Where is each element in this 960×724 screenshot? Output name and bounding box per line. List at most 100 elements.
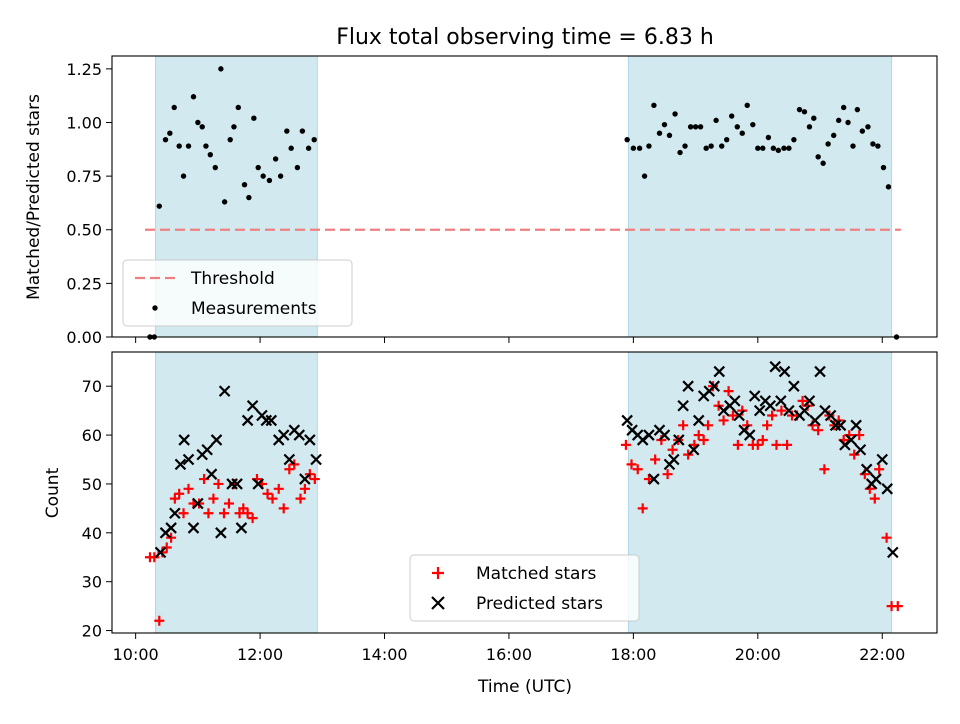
data-point [311,136,317,143]
data-point [183,483,194,494]
data-point [673,434,685,446]
data-point [630,145,637,151]
data-point [231,478,243,490]
data-point [770,145,777,151]
data-point [775,395,787,407]
data-point [643,429,655,441]
data-point [169,507,181,520]
data-point [284,128,290,134]
data-point [819,464,830,475]
y-tick-label: 1.25 [66,60,102,79]
series-predicted-stars [154,360,899,559]
data-point [752,439,763,450]
data-point [156,203,162,209]
data-point [185,143,192,149]
data-point [661,121,668,128]
data-point [788,380,800,392]
data-point [255,164,261,171]
data-point [829,419,842,432]
data-point [881,532,892,543]
x-axis-label: Time (UTC) [477,677,572,697]
data-point [698,434,709,445]
data-point [208,493,219,504]
data-point [791,136,797,143]
data-point [161,542,172,553]
data-point [174,488,185,499]
data-point [703,420,714,431]
data-point [786,145,792,151]
data-point [719,143,725,149]
data-point [693,430,704,441]
data-point [636,145,643,151]
data-point [180,173,187,179]
data-point [656,434,667,445]
data-point [811,115,817,121]
data-point [646,143,652,149]
data-point [247,513,258,524]
shaded-interval [628,352,892,633]
data-point [226,478,238,490]
data-point [299,483,310,494]
y-axis-label-count: Count [43,467,63,518]
panel-ratio: 0.00 0.25 0.50 0.75 1.00 1.25 [66,55,938,347]
x-tick-label: 22:00 [859,645,905,664]
data-point [820,160,826,166]
data-point [165,522,177,534]
data-point [713,365,726,378]
data-point [192,497,204,510]
data-point [624,136,630,143]
y-tick-label: 20 [82,622,102,641]
data-point [668,453,680,466]
data-point [831,132,837,139]
legend-label: Measurements [191,299,317,319]
data-point [305,145,312,151]
data-point [658,429,671,441]
data-point [215,527,227,539]
legend-swatch-measurements [152,305,158,311]
y-tick-label: 0.50 [66,221,102,240]
data-point [687,124,694,130]
panel-count: 20 30 40 50 60 70 10:00 12:00 14:00 16:00 18:00 20:… [82,351,938,664]
axes-frame [111,351,938,634]
data-point [178,434,190,446]
data-point [235,104,242,111]
data-point [742,420,753,431]
data-point [697,124,704,130]
data-point [182,453,195,466]
data-point [854,443,867,456]
data-point [778,365,791,378]
data-point [626,459,637,470]
legend-swatch-predicted [431,596,445,610]
data-point [212,164,218,171]
x-tick-label: 16:00 [486,645,532,664]
data-point [295,493,306,504]
data-point [265,414,278,427]
data-point [304,434,316,446]
data-point [227,136,233,143]
data-point [203,143,209,149]
data-point [683,449,694,460]
data-point [874,464,885,475]
data-point [703,145,709,151]
data-point [293,429,306,441]
data-point [885,184,892,190]
data-point [246,194,252,201]
data-point [267,493,278,504]
data-point [875,143,881,149]
data-point [299,128,306,134]
data-point [876,453,889,466]
data-point [724,136,730,143]
data-point [221,199,228,205]
data-point [762,420,773,431]
chart-title: Flux total observing time = 6.83 h [336,25,714,50]
data-point [187,522,200,534]
data-point [776,405,787,416]
x-tick-label: 10:00 [113,645,159,664]
data-point [845,434,857,446]
data-point [195,119,201,126]
data-point [880,164,887,171]
data-point [273,483,284,494]
data-point [299,473,311,485]
y-tick-label: 60 [82,426,102,445]
data-point [643,474,654,485]
